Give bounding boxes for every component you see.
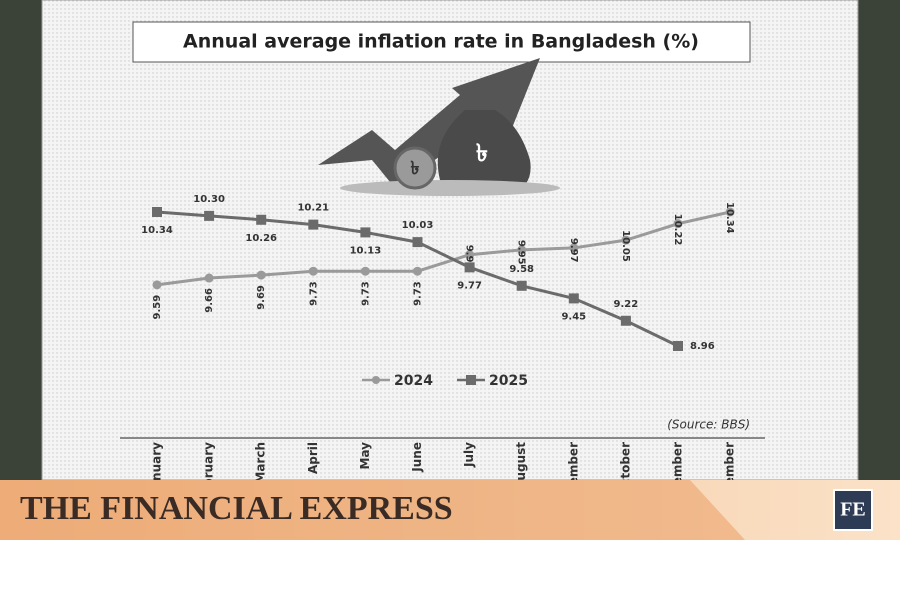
data-label: 9.73 — [360, 281, 371, 306]
point — [569, 243, 579, 253]
title-box — [132, 21, 751, 63]
point — [725, 207, 735, 217]
chart-title: Annual average inflation rate in Banglad… — [183, 31, 699, 53]
data-label: 10.22 — [672, 214, 683, 246]
x-tick-label: August — [514, 442, 528, 490]
point — [517, 245, 527, 255]
point — [673, 341, 683, 351]
x-tick-label: June — [410, 442, 424, 473]
data-label: 9.73 — [308, 281, 319, 306]
point — [673, 219, 683, 229]
illustration: ৳ ৳ — [318, 58, 560, 196]
point — [360, 227, 371, 238]
data-label: 10.05 — [620, 230, 631, 262]
data-label: 9.97 — [568, 238, 579, 263]
series-line — [156, 210, 731, 287]
x-tick-label: April — [306, 442, 320, 474]
svg-text:৳: ৳ — [411, 158, 420, 179]
data-label: 10.34 — [141, 225, 173, 236]
point — [412, 237, 423, 248]
data-label: 8.96 — [690, 341, 715, 352]
plot: 9.59 9.66 9.69 9.73 9.73 9.73 9.90 9.95 9.97 10.0… — [141, 194, 735, 389]
data-label: 10.03 — [402, 220, 434, 231]
data-label: 9.22 — [614, 299, 639, 310]
x-tick-label: May — [358, 442, 372, 470]
data-label: 9.66 — [204, 288, 215, 313]
point — [568, 293, 579, 304]
data-label: 9.45 — [561, 311, 586, 322]
point — [152, 207, 162, 217]
point — [256, 214, 267, 225]
point — [360, 266, 370, 276]
point — [620, 315, 631, 326]
source: (Source: BBS) — [667, 418, 750, 432]
svg-text:৳: ৳ — [476, 139, 488, 167]
data-label: 9.58 — [509, 264, 534, 275]
point — [621, 235, 631, 245]
data-label: 9.59 — [152, 295, 163, 320]
chart-panel — [41, 0, 859, 481]
banner: THE FINANCIAL EXPRESS FE — [0, 480, 900, 540]
data-label: 10.34 — [724, 202, 735, 234]
point — [465, 250, 475, 260]
point — [152, 280, 162, 290]
data-label: 9.69 — [256, 285, 267, 310]
point — [256, 270, 266, 280]
data-label: 9.90 — [464, 245, 475, 270]
data-label: 9.95 — [516, 240, 527, 265]
legend-label: 2024 — [394, 373, 433, 389]
legend-marker — [372, 376, 380, 384]
data-label: 9.77 — [457, 280, 482, 291]
banner-title: THE FINANCIAL EXPRESS — [20, 490, 453, 527]
data-label: 10.21 — [297, 203, 329, 214]
data-label: 10.30 — [193, 194, 225, 205]
point — [204, 210, 215, 221]
data-label: 10.26 — [245, 233, 277, 244]
logo: FE — [840, 499, 866, 521]
legend-marker — [466, 375, 476, 385]
point — [464, 262, 475, 273]
data-label: 10.13 — [350, 245, 382, 256]
point — [516, 280, 527, 291]
x-tick-label: July — [462, 442, 476, 468]
point — [413, 266, 422, 276]
point — [204, 273, 214, 283]
point — [308, 219, 319, 230]
point — [308, 266, 318, 276]
x-tick-label: March — [254, 442, 268, 484]
legend-label: 2025 — [489, 373, 528, 389]
data-label: 9.73 — [413, 281, 424, 306]
